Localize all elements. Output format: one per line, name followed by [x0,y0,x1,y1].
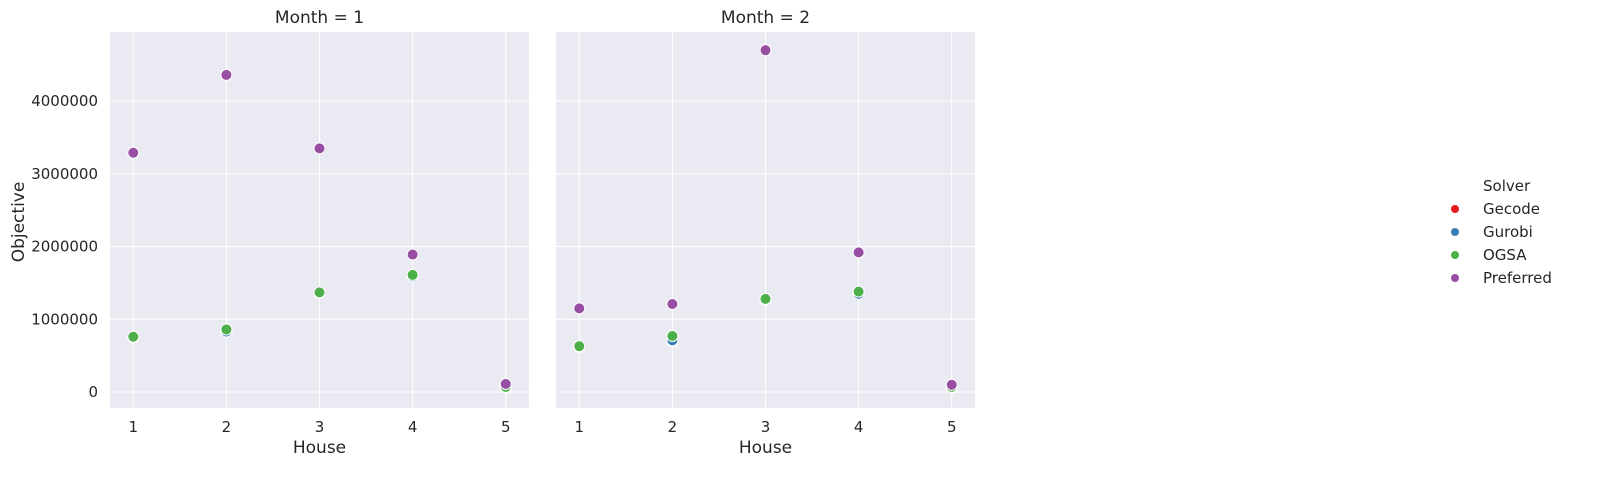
x-tick-label: 1 [575,418,585,436]
y-axis-title: Objective [9,182,29,263]
x-tick-label: 2 [222,418,232,436]
legend-title: Solver [1483,177,1531,195]
data-point-preferred [666,298,679,310]
data-point-preferred [220,68,233,81]
data-point-ogsa [220,323,233,336]
legend-marker-gurobi [1451,228,1459,236]
x-tick-label: 5 [947,418,957,436]
data-point-preferred [406,248,419,261]
data-point-preferred [759,44,772,57]
data-point-preferred [313,142,326,155]
data-point-preferred [852,246,865,259]
legend-marker-preferred [1451,274,1459,282]
legend-label-preferred: Preferred [1483,269,1552,287]
y-tick-label: 2000000 [31,238,98,256]
data-point-preferred [127,146,140,159]
data-point-ogsa [852,285,865,298]
x-tick-label: 1 [129,418,139,436]
legend-label-gecode: Gecode [1483,200,1540,218]
legend-marker-gecode [1451,205,1459,213]
y-tick-label: 3000000 [31,165,98,183]
x-tick-label: 4 [408,418,418,436]
x-tick-label: 5 [501,418,511,436]
legend-label-gurobi: Gurobi [1483,223,1533,241]
data-point-ogsa [573,340,586,353]
data-point-preferred [945,378,958,391]
y-tick-label: 4000000 [31,92,98,110]
data-point-preferred [499,378,512,390]
data-point-ogsa [759,292,772,305]
data-point-preferred [573,302,586,315]
data-point-ogsa [406,268,419,281]
x-axis-title: House [293,438,346,458]
panel-title: Month = 2 [721,8,810,28]
x-tick-label: 3 [315,418,325,436]
y-tick-label: 0 [88,383,98,401]
y-tick-label: 1000000 [31,310,98,328]
legend-label-ogsa: OGSA [1483,246,1527,264]
panel-title: Month = 1 [275,8,364,28]
x-tick-label: 3 [761,418,771,436]
legend-marker-ogsa [1451,251,1459,259]
x-tick-label: 4 [854,418,864,436]
x-axis-title: House [739,438,792,458]
data-point-ogsa [127,330,140,343]
x-tick-label: 2 [668,418,678,436]
data-point-ogsa [313,286,326,299]
data-point-ogsa [666,330,679,342]
